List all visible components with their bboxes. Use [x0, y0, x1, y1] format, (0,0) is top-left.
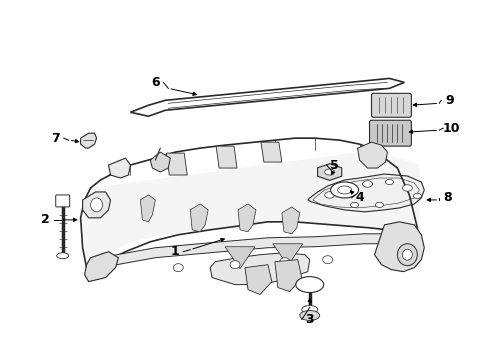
Polygon shape: [140, 195, 155, 222]
Text: 9: 9: [444, 94, 452, 107]
Text: 1: 1: [170, 245, 179, 258]
Polygon shape: [238, 204, 255, 232]
Ellipse shape: [412, 193, 421, 198]
Ellipse shape: [402, 185, 411, 191]
Polygon shape: [210, 253, 309, 285]
Ellipse shape: [350, 202, 358, 207]
Polygon shape: [108, 158, 130, 178]
Polygon shape: [84, 252, 118, 282]
Ellipse shape: [57, 253, 68, 259]
Ellipse shape: [330, 182, 358, 198]
Ellipse shape: [229, 261, 240, 269]
Ellipse shape: [279, 258, 289, 266]
Ellipse shape: [385, 179, 393, 185]
Text: 10: 10: [442, 122, 459, 135]
Polygon shape: [281, 207, 299, 234]
Polygon shape: [82, 150, 419, 268]
Ellipse shape: [324, 192, 334, 198]
Polygon shape: [357, 142, 386, 168]
Ellipse shape: [337, 186, 351, 194]
Polygon shape: [166, 153, 187, 175]
Text: 5: 5: [329, 158, 338, 172]
Ellipse shape: [362, 181, 372, 187]
Ellipse shape: [397, 244, 416, 266]
Ellipse shape: [375, 202, 383, 207]
Text: 2: 2: [41, 213, 50, 226]
Ellipse shape: [295, 276, 323, 293]
Ellipse shape: [402, 249, 411, 260]
Polygon shape: [130, 78, 404, 116]
Text: 6: 6: [151, 76, 159, 89]
Text: 4: 4: [354, 192, 363, 204]
Text: 7: 7: [51, 132, 60, 145]
Ellipse shape: [322, 256, 332, 264]
Polygon shape: [244, 265, 271, 294]
Ellipse shape: [299, 310, 319, 320]
Polygon shape: [101, 234, 419, 268]
Polygon shape: [374, 222, 424, 272]
Text: 8: 8: [442, 192, 450, 204]
Polygon shape: [224, 247, 254, 269]
FancyBboxPatch shape: [369, 120, 410, 146]
Polygon shape: [317, 164, 341, 180]
FancyBboxPatch shape: [56, 195, 69, 207]
Polygon shape: [150, 152, 170, 172]
Text: 3: 3: [305, 313, 313, 326]
FancyBboxPatch shape: [371, 93, 410, 117]
Polygon shape: [272, 244, 302, 266]
Ellipse shape: [324, 169, 334, 175]
Ellipse shape: [342, 185, 352, 191]
Polygon shape: [81, 133, 96, 148]
Ellipse shape: [90, 198, 102, 212]
Polygon shape: [307, 174, 424, 212]
Ellipse shape: [173, 264, 183, 272]
Polygon shape: [190, 204, 208, 232]
Polygon shape: [82, 192, 110, 218]
Polygon shape: [216, 146, 237, 168]
Ellipse shape: [301, 306, 317, 314]
Polygon shape: [261, 142, 281, 162]
Polygon shape: [274, 260, 301, 292]
